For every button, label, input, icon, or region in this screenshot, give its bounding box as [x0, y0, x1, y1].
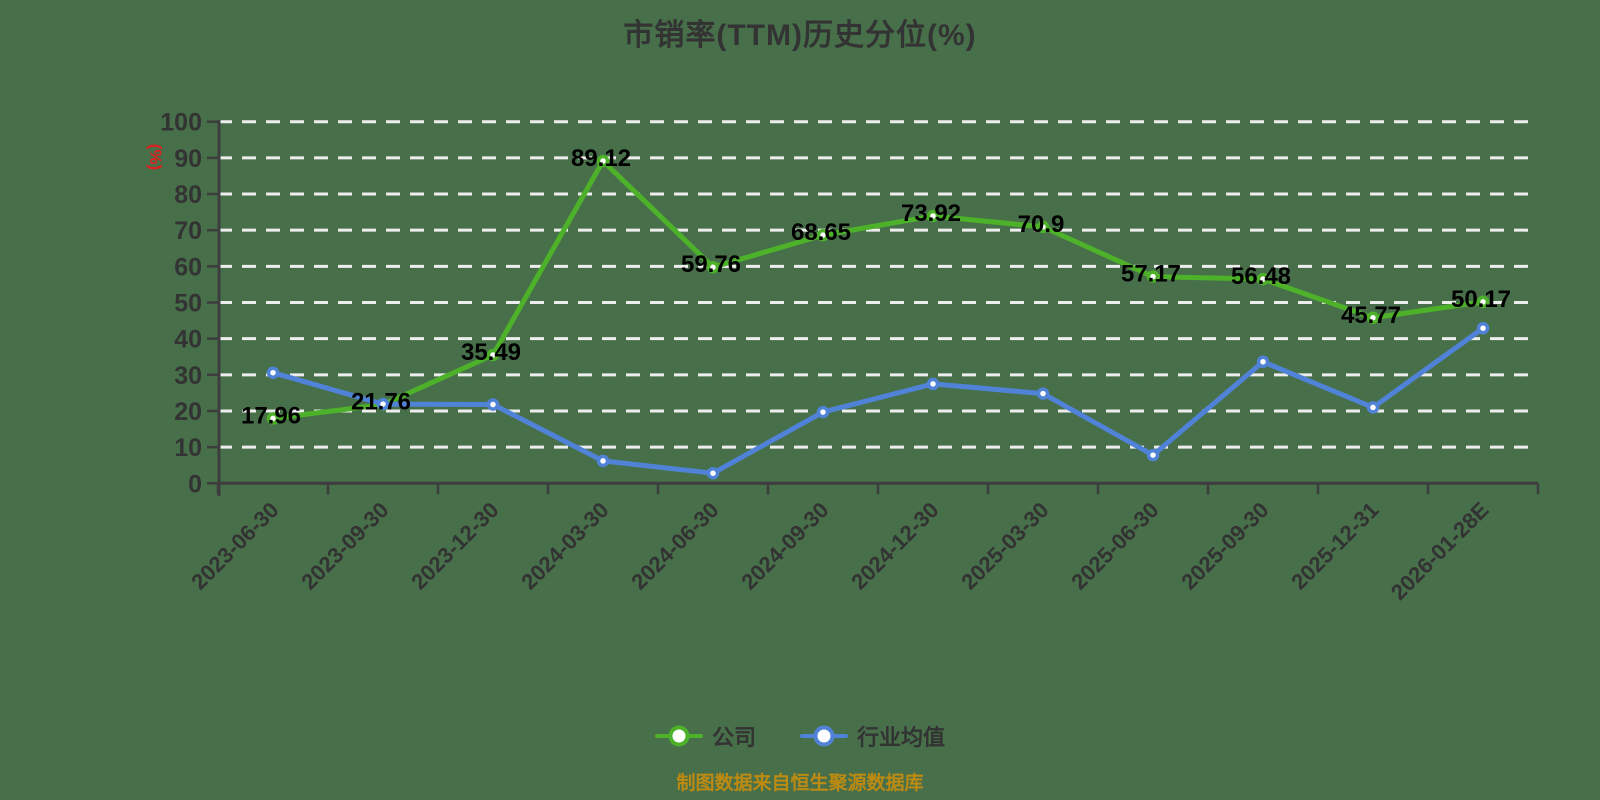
y-tick-label: 100	[160, 109, 202, 137]
x-tick-label: 2025-06-30	[1066, 497, 1163, 594]
data-point-value-label: 70.9	[1018, 211, 1065, 238]
y-tick-label: 0	[188, 470, 202, 498]
legend-item-industry-average[interactable]: 行业均值	[800, 720, 945, 752]
legend-item-company[interactable]: 公司	[654, 720, 756, 752]
data-point-value-label: 50.17	[1451, 286, 1511, 313]
industry-data-point	[1366, 401, 1380, 414]
company-data-point	[706, 260, 720, 274]
data-point-value-label: 56.48	[1231, 263, 1291, 290]
x-tick-label: 2023-12-30	[406, 497, 503, 594]
data-point-value-label: 45.77	[1341, 302, 1401, 329]
industry-data-point	[1036, 387, 1050, 400]
company-data-point	[486, 348, 500, 362]
company-data-point	[926, 209, 940, 223]
company-data-point	[1146, 270, 1160, 283]
y-tick-label: 70	[174, 217, 202, 245]
x-tick-label: 2023-06-30	[186, 497, 283, 594]
data-point-value-label: 68.65	[791, 219, 851, 246]
company-data-point	[816, 228, 830, 242]
data-point-value-label: 73.92	[901, 200, 961, 227]
industry-data-point	[926, 377, 940, 391]
data-point-value-label: 89.12	[571, 145, 631, 172]
industry-data-point	[596, 454, 610, 468]
industry-data-point	[486, 398, 500, 411]
y-tick-label: 30	[174, 362, 202, 390]
company-series-legend-marker-icon	[654, 724, 703, 748]
y-tick-label: 20	[174, 398, 202, 426]
industry-data-point	[266, 366, 280, 379]
company-data-point	[1476, 295, 1490, 309]
company-data-point	[1366, 311, 1380, 325]
chart-title: 市销率(TTM)历史分位(%)	[623, 19, 977, 52]
industry-data-point	[1476, 321, 1490, 335]
data-point-value-label: 59.76	[681, 251, 741, 278]
company-data-point	[1256, 272, 1270, 286]
y-tick-label: 40	[174, 326, 202, 354]
x-tick-label: 2025-12-31	[1286, 497, 1383, 594]
industry-data-point	[816, 405, 830, 419]
x-tick-label: 2025-03-30	[956, 497, 1053, 594]
data-source-note: 制图数据来自恒生聚源数据库	[676, 773, 924, 794]
x-tick-label: 2023-09-30	[296, 497, 393, 594]
industry-data-point	[376, 397, 390, 411]
y-tick-label: 50	[174, 290, 202, 318]
y-tick-label: 90	[174, 145, 202, 173]
company-data-point	[266, 412, 280, 425]
data-point-value-label: 35.49	[461, 339, 521, 366]
company-series-line	[270, 158, 1486, 421]
x-tick-label: 2024-03-30	[516, 497, 613, 594]
company-data-point	[596, 154, 610, 168]
legend-label-company: 公司	[711, 725, 756, 750]
x-tick-label: 2025-09-30	[1176, 497, 1273, 594]
industry-series-legend-marker-icon	[800, 724, 848, 748]
y-tick-label: 60	[174, 253, 202, 281]
x-tick-label: 2024-12-30	[846, 497, 943, 594]
legend-label-industry-average: 行业均值	[857, 725, 946, 750]
data-point-value-label: 17.96	[241, 402, 301, 429]
industry-data-point	[1146, 448, 1160, 462]
industry-series-line	[270, 325, 1486, 476]
x-tick-label: 2024-06-30	[626, 497, 723, 594]
y-tick-label: 10	[174, 434, 202, 462]
industry-data-point	[706, 466, 720, 480]
x-tick-label: 2026-01-28E	[1386, 497, 1494, 605]
data-point-value-label: 57.17	[1121, 261, 1181, 288]
company-data-point	[1036, 220, 1050, 234]
industry-data-point	[1256, 355, 1270, 369]
chart-legend: 公司 行业均值	[0, 720, 1600, 752]
y-tick-label: 80	[174, 181, 202, 209]
data-point-value-label: 21.76	[351, 389, 411, 416]
x-tick-label: 2024-09-30	[736, 497, 833, 594]
